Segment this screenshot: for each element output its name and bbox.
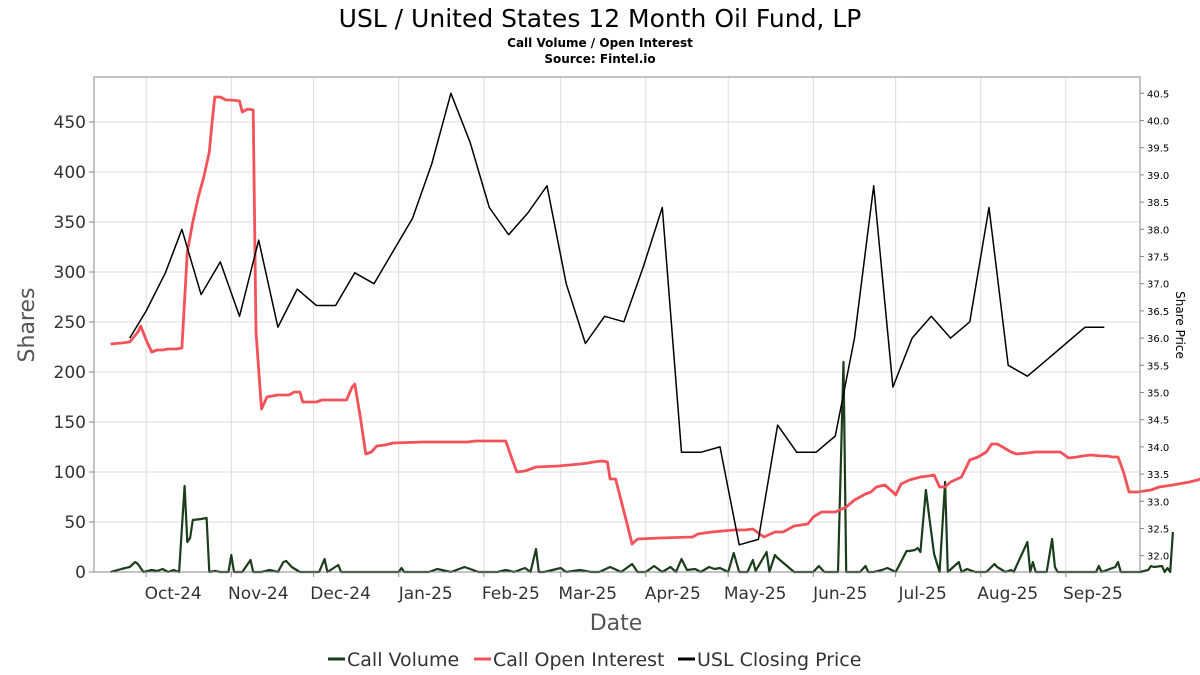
- y2-axis-label: Share Price: [1173, 291, 1187, 359]
- left-tick-label: 350: [54, 213, 86, 233]
- left-tick-label: 100: [54, 463, 86, 483]
- y-axis-label: Shares: [15, 288, 40, 363]
- right-tick-label: 39.5: [1147, 144, 1169, 155]
- x-tick-label: Apr-25: [645, 584, 701, 604]
- left-tick-label: 50: [64, 513, 86, 533]
- x-tick-label: Feb-25: [482, 584, 540, 604]
- right-tick-label: 35.5: [1147, 361, 1169, 372]
- x-tick-label: Sep-25: [1063, 584, 1123, 604]
- x-tick-label: Jul-25: [898, 584, 947, 604]
- x-tick-label: Jan-25: [398, 584, 453, 604]
- chart-source: Source: Fintel.io: [544, 52, 655, 66]
- plot-frame: [93, 76, 1141, 573]
- x-tick-label: Oct-24: [145, 584, 202, 604]
- grid-layer: [94, 77, 1140, 573]
- right-tick-label: 38.5: [1147, 198, 1169, 209]
- closing-price-line: [129, 92, 1105, 546]
- right-tick-label: 39.0: [1147, 171, 1169, 182]
- right-tick-label: 33.0: [1147, 497, 1169, 508]
- series-layer: [110, 92, 1200, 574]
- right-tick-label: 35.0: [1147, 388, 1169, 399]
- right-tick-label: 34.0: [1147, 443, 1169, 454]
- x-axis: Oct-24 Nov-24 Dec-24 Jan-25 Feb-25 Mar-25 Apr-…: [145, 572, 1123, 604]
- left-axis: 0 50 100 150 200 250 300 350 400 450: [54, 113, 94, 583]
- left-tick-label: 0: [75, 563, 86, 583]
- x-tick-label: Nov-24: [228, 584, 289, 604]
- right-tick-label: 32.0: [1147, 552, 1169, 563]
- x-tick-label: Dec-24: [310, 584, 371, 604]
- right-tick-label: 33.5: [1147, 470, 1169, 481]
- legend-call-open-interest-text: Call Open Interest: [493, 649, 665, 671]
- right-tick-label: 38.0: [1147, 225, 1169, 236]
- x-tick-label: Aug-25: [977, 584, 1038, 604]
- legend: Call Volume Call Open Interest USL Closing…: [328, 649, 861, 671]
- left-tick-label: 450: [54, 113, 86, 133]
- right-tick-label: 40.5: [1147, 89, 1169, 100]
- x-tick-label: Jun-25: [812, 584, 867, 604]
- right-tick-label: 37.5: [1147, 253, 1169, 264]
- left-tick-label: 300: [54, 263, 86, 283]
- right-tick-label: 32.5: [1147, 524, 1169, 535]
- right-tick-label: 40.0: [1147, 117, 1169, 128]
- right-axis: 32.0 32.5 33.0 33.5 34.0 34.5 35.0 35.5 36.0 36.5…: [1140, 89, 1169, 563]
- x-tick-label: Mar-25: [558, 584, 617, 604]
- left-tick-label: 200: [54, 363, 86, 383]
- legend-call-volume-text: Call Volume: [347, 649, 459, 671]
- x-axis-label: Date: [590, 611, 643, 636]
- right-tick-label: 36.0: [1147, 334, 1169, 345]
- right-tick-label: 34.5: [1147, 416, 1169, 427]
- right-tick-label: 36.5: [1147, 307, 1169, 318]
- x-tick-label: May-25: [724, 584, 787, 604]
- right-tick-label: 37.0: [1147, 280, 1169, 291]
- chart-subtitle: Call Volume / Open Interest: [507, 36, 693, 50]
- legend-closing-price-text: USL Closing Price: [697, 649, 861, 671]
- left-tick-label: 400: [54, 163, 86, 183]
- left-tick-label: 250: [54, 313, 86, 333]
- call-open-interest-line: [110, 95, 1200, 546]
- call-volume-line: [110, 360, 1174, 574]
- left-tick-label: 150: [54, 413, 86, 433]
- chart-title: USL / United States 12 Month Oil Fund, L…: [339, 4, 862, 33]
